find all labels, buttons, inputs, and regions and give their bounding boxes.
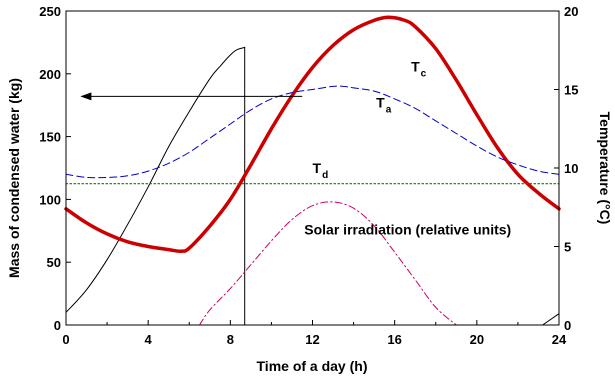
y-right-tick-label: 10	[564, 161, 578, 176]
y-left-tick-label: 0	[54, 318, 61, 333]
y-right-tick-label: 15	[564, 83, 578, 98]
y-right-tick-label: 20	[564, 4, 578, 19]
series-layer	[64, 15, 561, 326]
y-right-tick-label: 0	[564, 318, 571, 333]
y-left-tick-label: 150	[39, 130, 61, 145]
annotation-layer: Tc Ta Td Solar irradiation (relative units)	[80, 58, 511, 238]
x-tick-label: 8	[227, 332, 234, 347]
y-left-tick-label: 100	[39, 192, 61, 207]
left-y-axis-title: Mass of condensed water (kg)	[6, 78, 22, 278]
y-left-tick-label: 200	[39, 67, 61, 82]
solar-irradiation-line	[199, 201, 457, 326]
left-axis-arrow-head	[80, 92, 92, 101]
condensed-water-evening-line	[542, 313, 560, 326]
solar-irradiation-label: Solar irradiation (relative units)	[304, 222, 511, 238]
x-tick-label: 24	[552, 332, 567, 347]
y-right-tick-label: 5	[564, 240, 571, 255]
x-tick-label: 20	[470, 332, 484, 347]
tc-line	[64, 15, 561, 253]
x-tick-label: 4	[145, 332, 153, 347]
x-axis-title: Time of a day (h)	[257, 358, 368, 374]
y-left-tick-label: 50	[47, 255, 61, 270]
td-label: Td	[313, 160, 329, 181]
tc-label: Tc	[411, 58, 427, 79]
right-y-axis-title: Temperature (°C)	[597, 112, 613, 225]
y-left-tick-label: 250	[39, 4, 61, 19]
x-tick-label: 16	[387, 332, 401, 347]
ta-line	[65, 85, 560, 179]
x-tick-label: 0	[62, 332, 69, 347]
condensed-water-rising-line	[65, 46, 246, 313]
ta-label: Ta	[376, 95, 392, 116]
x-tick-label: 12	[305, 332, 319, 347]
